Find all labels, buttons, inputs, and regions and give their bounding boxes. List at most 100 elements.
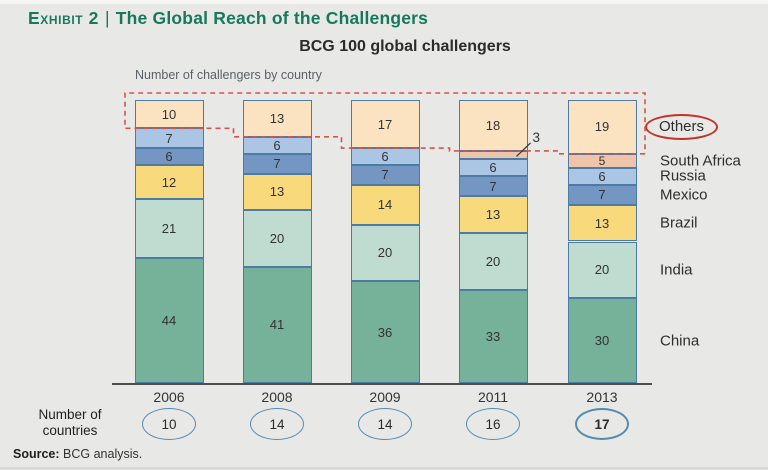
- segment-value-label: 20: [594, 262, 610, 278]
- segment-india-2009: 20: [350, 224, 420, 282]
- segment-value-label: 20: [377, 245, 393, 261]
- segment-mexico-2009: 7: [350, 165, 420, 185]
- segment-value-label: 7: [381, 167, 389, 183]
- bottom-border-strip: [0, 467, 768, 470]
- legend-label-south-africa: South Africa: [660, 152, 741, 170]
- segment-value-label: 36: [377, 324, 393, 340]
- segment-mexico-2013: 7: [567, 184, 637, 205]
- x-axis-label-2011: 2011: [477, 389, 509, 405]
- segment-mexico-2011: 7: [458, 176, 528, 197]
- segment-value-label: 6: [273, 137, 281, 153]
- country-count-oval-2008: 14: [250, 408, 304, 440]
- legend-label-brazil: Brazil: [660, 214, 698, 232]
- segment-india-2008: 20: [242, 210, 312, 267]
- segment-value-label: 6: [165, 149, 173, 165]
- segment-value-label: 6: [489, 160, 497, 176]
- x-axis-label-2008: 2008: [261, 389, 293, 405]
- bar-2011: 18 6 7 13 20 33: [458, 100, 528, 383]
- top-border-strip: [0, 0, 768, 4]
- segment-mexico-2008: 7: [242, 153, 312, 174]
- segment-others-2006: 10: [134, 100, 204, 129]
- country-count-oval-2011: 16: [466, 408, 520, 440]
- segment-russia-2009: 6: [350, 148, 420, 166]
- segment-value-label: 20: [485, 253, 501, 269]
- legend-label-india: India: [660, 261, 693, 279]
- exhibit-title-text: The Global Reach of the Challengers: [115, 8, 429, 28]
- legend-label-mexico: Mexico: [660, 186, 708, 204]
- segment-brazil-2009: 14: [350, 184, 420, 225]
- source-line: Source: BCG analysis.: [13, 447, 142, 461]
- segment-mexico-2006: 6: [134, 148, 204, 166]
- segment-russia-2006: 7: [134, 128, 204, 149]
- segment-china-2011: 33: [458, 289, 528, 383]
- segment-value-label: 7: [489, 178, 497, 194]
- bar-2008: 13 6 7 13 20 41: [242, 100, 312, 383]
- segment-brazil-2006: 12: [134, 165, 204, 200]
- segment-value-label: 7: [273, 156, 281, 172]
- legend-label-russia: Russia: [660, 167, 706, 185]
- exhibit-number-label: Exhibit 2: [28, 8, 100, 28]
- segment-value-label: 18: [485, 117, 501, 133]
- segment-china-2006: 44: [134, 258, 204, 383]
- segment-value-label: 13: [269, 184, 285, 200]
- segment-value-label: 20: [269, 231, 285, 247]
- segment-value-label: 7: [598, 187, 606, 203]
- segment-others-2008: 13: [242, 100, 312, 137]
- title-separator: |: [105, 8, 110, 28]
- segment-value-label: 12: [161, 174, 177, 190]
- legend-label-china: China: [660, 332, 700, 350]
- segment-india-2011: 20: [458, 233, 528, 290]
- callout-value-label: 3: [533, 130, 541, 145]
- segment-china-2008: 41: [242, 266, 312, 383]
- segment-value-label: 13: [594, 215, 610, 231]
- country-count-oval-2013: 17: [575, 408, 629, 440]
- country-count-oval-2006: 10: [142, 408, 196, 440]
- segment-russia-2013: 6: [567, 167, 637, 185]
- segment-value-label: 6: [598, 168, 606, 184]
- bar-2013: 19 5 6 7 13 20 30: [567, 100, 637, 383]
- bar-2006: 10 7 6 12 21 44: [134, 100, 204, 383]
- segment-value-label: 10: [161, 106, 177, 122]
- x-axis-label-2009: 2009: [369, 389, 401, 405]
- segment-value-label: 17: [377, 116, 393, 132]
- segment-value-label: 19: [594, 119, 610, 135]
- segment-value-label: 14: [377, 197, 393, 213]
- segment-china-2013: 30: [567, 298, 637, 383]
- x-axis-label-2013: 2013: [586, 389, 618, 405]
- segment-brazil-2013: 13: [567, 204, 637, 242]
- country-count-oval-2009: 14: [358, 408, 412, 440]
- source-label: Source:: [13, 447, 60, 461]
- source-text: BCG analysis.: [63, 447, 143, 461]
- segment-south-africa-2013: 5: [567, 153, 637, 168]
- number-of-countries-label: Number of countries: [38, 407, 102, 439]
- bar-2009: 17 6 7 14 20 36: [350, 100, 420, 383]
- segment-others-2011: 18: [458, 100, 528, 151]
- segment-value-label: 30: [594, 333, 610, 349]
- segment-value-label: 7: [165, 130, 173, 146]
- legend-label-others: Others: [645, 113, 719, 140]
- segment-brazil-2008: 13: [242, 173, 312, 211]
- exhibit-title: Exhibit 2 | The Global Reach of the Challe…: [28, 8, 428, 29]
- segment-others-2009: 17: [350, 100, 420, 149]
- segment-value-label: 21: [161, 221, 177, 237]
- x-axis-label-2006: 2006: [153, 389, 185, 405]
- segment-value-label: 44: [161, 313, 177, 329]
- segment-south-africa-2011: [458, 150, 528, 160]
- segment-value-label: 33: [485, 328, 501, 344]
- segment-others-2013: 19: [567, 100, 637, 154]
- segment-russia-2011: 6: [458, 159, 528, 177]
- segment-value-label: 5: [598, 153, 606, 168]
- segment-india-2006: 21: [134, 199, 204, 259]
- segment-china-2009: 36: [350, 281, 420, 383]
- segment-brazil-2011: 13: [458, 196, 528, 233]
- x-axis-line: [112, 383, 652, 385]
- segment-russia-2008: 6: [242, 136, 312, 154]
- segment-value-label: 13: [269, 110, 285, 126]
- segment-value-label: 6: [381, 149, 389, 165]
- chart-title: BCG 100 global challengers: [299, 38, 511, 55]
- segment-value-label: 13: [485, 207, 501, 223]
- segment-value-label: 41: [269, 317, 285, 333]
- chart-annotation-label: Number of challengers by country: [135, 68, 322, 82]
- segment-india-2013: 20: [567, 241, 637, 299]
